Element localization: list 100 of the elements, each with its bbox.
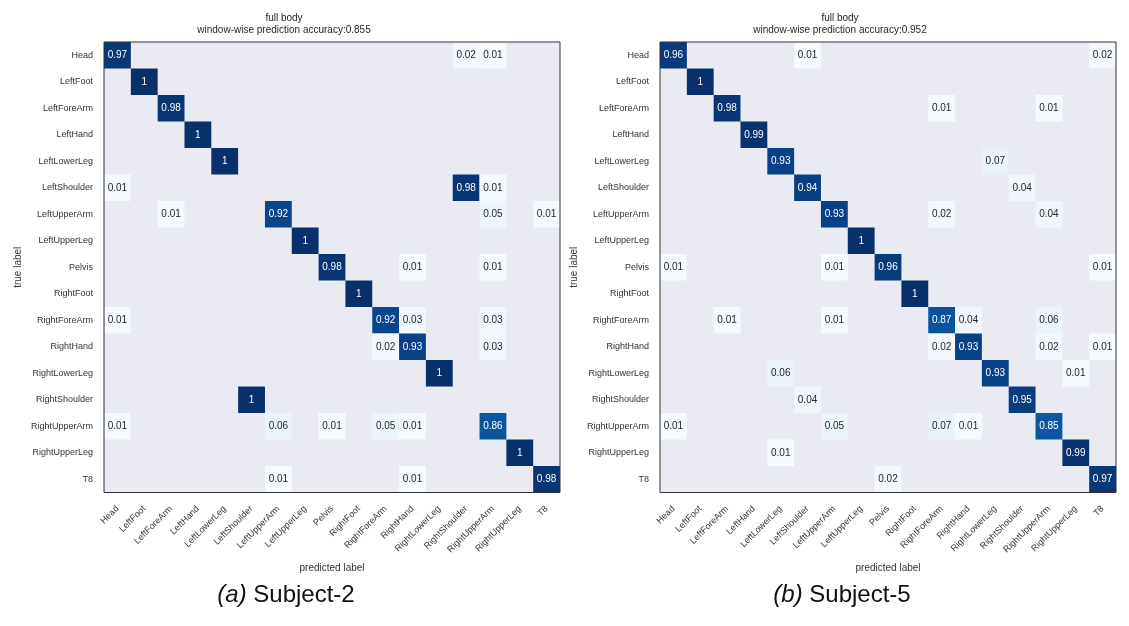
y-tick-label: RightShoulder bbox=[35, 394, 94, 405]
chart-title: full body bbox=[265, 11, 303, 23]
y-tick-label: LeftLowerLeg bbox=[594, 155, 650, 166]
y-axis-title: true label bbox=[11, 246, 23, 288]
data-label: 1 bbox=[141, 75, 148, 87]
data-label: 0.01 bbox=[107, 314, 128, 326]
text: (b) Subject-5 bbox=[773, 580, 911, 607]
y-tick-label: LeftFoot bbox=[615, 76, 650, 87]
data-label: 1 bbox=[516, 446, 523, 458]
data-label: 0.94 bbox=[797, 181, 818, 193]
y-tick-label: LeftShoulder bbox=[597, 182, 650, 193]
data-label: 0.01 bbox=[824, 261, 845, 272]
data-label: 0.01 bbox=[1092, 340, 1113, 352]
data-label: 0.85 bbox=[1039, 420, 1060, 432]
data-label: 0.96 bbox=[663, 49, 684, 60]
data-label: 0.86 bbox=[483, 420, 504, 432]
data-label: 0.02 bbox=[1092, 49, 1113, 60]
data-label: 0.92 bbox=[375, 314, 396, 326]
y-tick-label: RightFoot bbox=[609, 288, 650, 299]
text: (a) Subject-2 bbox=[217, 580, 355, 607]
data-label: 0.01 bbox=[483, 49, 504, 60]
y-axis-title: true label bbox=[567, 246, 579, 288]
y-tick-label: LeftLowerLeg bbox=[38, 155, 94, 166]
y-tick-label: Pelvis bbox=[69, 261, 94, 272]
data-label: 0.04 bbox=[1039, 208, 1060, 219]
y-tick-label: RightHand bbox=[606, 341, 650, 352]
data-label: 0.92 bbox=[268, 208, 289, 219]
data-label: 0.01 bbox=[536, 208, 557, 219]
data-label: 0.99 bbox=[744, 128, 765, 140]
y-tick-label: Pelvis bbox=[625, 261, 650, 272]
data-label: 0.01 bbox=[483, 261, 504, 272]
data-label: 0.01 bbox=[107, 181, 128, 193]
data-label: 1 bbox=[858, 234, 865, 246]
data-label: 0.04 bbox=[1012, 181, 1033, 193]
data-label: 0.01 bbox=[322, 420, 343, 432]
y-tick-label: RightUpperLeg bbox=[588, 447, 650, 458]
data-label: 0.01 bbox=[402, 420, 423, 432]
data-label: 0.01 bbox=[1066, 367, 1086, 379]
x-axis-title: predicted label bbox=[855, 561, 921, 573]
data-label: 0.98 bbox=[322, 261, 343, 272]
data-label: 0.01 bbox=[483, 181, 504, 193]
data-label: 0.99 bbox=[1066, 446, 1086, 458]
data-label: 0.01 bbox=[824, 314, 845, 326]
data-label: 0.01 bbox=[717, 314, 738, 326]
y-tick-label: LeftHand bbox=[612, 129, 650, 140]
data-label: 0.05 bbox=[483, 208, 504, 219]
data-label: 0.98 bbox=[717, 102, 738, 113]
data-label: 0.01 bbox=[1039, 102, 1060, 113]
data-label: 0.93 bbox=[824, 208, 845, 219]
x-tick-label: T8 bbox=[1091, 503, 1106, 518]
data-label: 0.01 bbox=[797, 49, 818, 60]
y-tick-label: T8 bbox=[638, 473, 650, 484]
chart-title: full body bbox=[821, 11, 859, 23]
data-label: 0.98 bbox=[456, 181, 477, 193]
data-label: 0.96 bbox=[878, 261, 899, 272]
data-label: 0.04 bbox=[797, 393, 818, 405]
data-label: 1 bbox=[195, 128, 202, 140]
chart-subtitle: window-wise prediction accuracy:0.952 bbox=[752, 23, 928, 35]
data-label: 0.02 bbox=[931, 208, 952, 219]
data-label: 0.98 bbox=[536, 473, 557, 485]
data-label: 0.03 bbox=[402, 314, 423, 326]
data-label: 0.01 bbox=[1092, 261, 1113, 272]
data-label: 1 bbox=[697, 75, 704, 87]
data-label: 0.07 bbox=[931, 420, 952, 432]
y-tick-label: RightForeArm bbox=[593, 314, 650, 325]
data-label: 1 bbox=[356, 287, 363, 299]
y-tick-label: T8 bbox=[82, 473, 94, 484]
data-label: 0.06 bbox=[1039, 314, 1060, 326]
data-label: 0.93 bbox=[402, 340, 423, 352]
y-tick-label: LeftUpperArm bbox=[592, 208, 650, 219]
y-tick-label: RightForeArm bbox=[37, 314, 94, 325]
data-label: 0.93 bbox=[985, 367, 1006, 379]
data-label: 0.01 bbox=[402, 473, 423, 485]
y-tick-label: RightLowerLeg bbox=[32, 367, 94, 378]
data-label: 0.02 bbox=[456, 49, 477, 60]
data-label: 0.07 bbox=[985, 155, 1006, 166]
y-tick-label: LeftUpperLeg bbox=[38, 235, 94, 246]
data-label: 0.02 bbox=[1039, 340, 1060, 352]
data-label: 0.03 bbox=[483, 314, 504, 326]
data-label: 0.01 bbox=[161, 208, 182, 219]
x-axis-title: predicted label bbox=[299, 561, 365, 573]
data-label: 0.02 bbox=[375, 340, 396, 352]
x-tick-label: T8 bbox=[535, 503, 550, 518]
y-tick-label: LeftHand bbox=[56, 129, 94, 140]
data-label: 0.97 bbox=[1092, 473, 1113, 485]
y-tick-label: LeftShoulder bbox=[41, 182, 94, 193]
data-label: 0.01 bbox=[402, 261, 423, 272]
y-tick-label: RightUpperArm bbox=[586, 420, 650, 431]
data-label: 0.03 bbox=[483, 340, 504, 352]
data-label: 1 bbox=[221, 155, 228, 166]
data-label: 0.01 bbox=[663, 420, 684, 432]
data-label: 0.05 bbox=[824, 420, 845, 432]
y-tick-label: RightHand bbox=[50, 341, 94, 352]
data-label: 0.06 bbox=[770, 367, 791, 379]
data-label: 0.02 bbox=[931, 340, 952, 352]
data-label: 1 bbox=[912, 287, 919, 299]
data-label: 0.98 bbox=[161, 102, 182, 113]
data-label: 0.01 bbox=[268, 473, 289, 485]
data-label: 0.93 bbox=[958, 340, 979, 352]
chart-subtitle: window-wise prediction accuracy:0.855 bbox=[196, 23, 372, 35]
